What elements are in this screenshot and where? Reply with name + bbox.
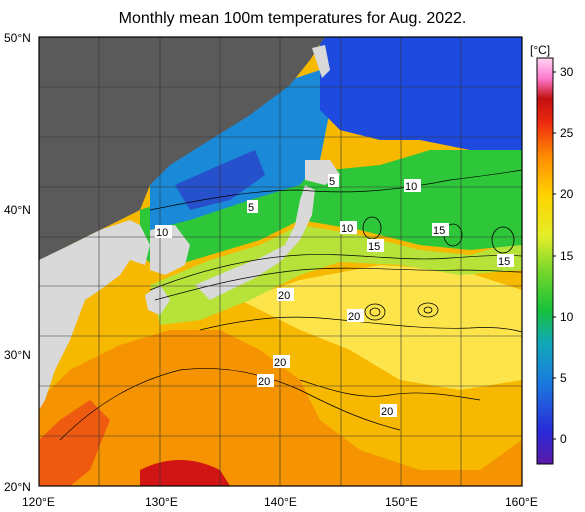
contour-label: 20 xyxy=(278,290,290,302)
lat-tick-label: 40°N xyxy=(4,203,31,217)
contour-label-box xyxy=(432,223,449,236)
lon-tick-label: 130°E xyxy=(145,495,178,509)
colorbar-tick-label: 20 xyxy=(560,187,574,201)
map-area xyxy=(39,37,522,486)
contour-label-box xyxy=(273,355,290,368)
subtropical-water-region xyxy=(240,265,522,390)
contour-label-box xyxy=(328,174,339,187)
cool-water-region xyxy=(140,140,522,270)
contour-label-group: 5 5 10 10 10 15 15 15 20 20 20 20 20 xyxy=(155,174,514,418)
no-data-region xyxy=(39,37,325,260)
contour-label: 20 xyxy=(381,406,393,418)
colorbar xyxy=(536,57,554,465)
map-frame xyxy=(38,36,523,487)
contour-label-box xyxy=(347,309,364,322)
contour-label: 10 xyxy=(341,223,353,235)
colorbar-tick-label: 0 xyxy=(560,432,567,446)
colorbar-tick-label: 15 xyxy=(560,249,574,263)
contour-label: 20 xyxy=(274,357,286,369)
colorbar-tick-label: 10 xyxy=(560,310,574,324)
lon-tick-label: 120°E xyxy=(22,495,55,509)
contour-label-box xyxy=(340,221,357,234)
land-sakhalin xyxy=(312,45,330,78)
contour-label-box xyxy=(497,254,514,267)
contour-label: 10 xyxy=(405,181,417,193)
grid-lines xyxy=(39,37,522,486)
contour-label: 15 xyxy=(433,225,445,237)
lon-tick-label: 150°E xyxy=(385,495,418,509)
lat-tick-label: 30°N xyxy=(4,348,31,362)
land-island xyxy=(145,285,170,315)
contour-label: 20 xyxy=(258,376,270,388)
land-japan xyxy=(195,185,315,300)
contour-label-box xyxy=(247,200,258,213)
lon-tick-label: 160°E xyxy=(505,495,538,509)
lat-tick-label: 20°N xyxy=(4,480,31,494)
contour-label: 5 xyxy=(329,176,335,188)
colorbar-tick-label: 30 xyxy=(560,65,574,79)
contour-label: 20 xyxy=(348,311,360,323)
contour-label: 5 xyxy=(248,202,254,214)
colorbar-unit: [°C] xyxy=(530,43,550,57)
colorbar-tick-label: 25 xyxy=(560,126,574,140)
hot-water-region xyxy=(39,400,110,486)
contour-label-box xyxy=(257,374,274,387)
lat-tick-label: 50°N xyxy=(4,31,31,45)
contour-label-box xyxy=(404,179,421,192)
front-region xyxy=(150,225,522,325)
contour-label-box xyxy=(155,225,172,238)
contour-label: 10 xyxy=(156,227,168,239)
contour-label-box xyxy=(367,239,384,252)
lon-tick-label: 140°E xyxy=(264,495,297,509)
contour-label: 15 xyxy=(368,241,380,253)
colorbar-ticks xyxy=(553,71,556,440)
contour-lines xyxy=(59,169,522,441)
contour-label-box xyxy=(277,288,294,301)
map-title: Monthly mean 100m temperatures for Aug. … xyxy=(118,10,467,27)
land-mainland xyxy=(39,220,150,410)
colorbar-tick-label: 5 xyxy=(560,371,567,385)
cold-water-region xyxy=(320,37,522,150)
contour-label: 15 xyxy=(498,256,510,268)
hot-water-region xyxy=(140,460,230,486)
contour-label-box xyxy=(380,404,397,417)
